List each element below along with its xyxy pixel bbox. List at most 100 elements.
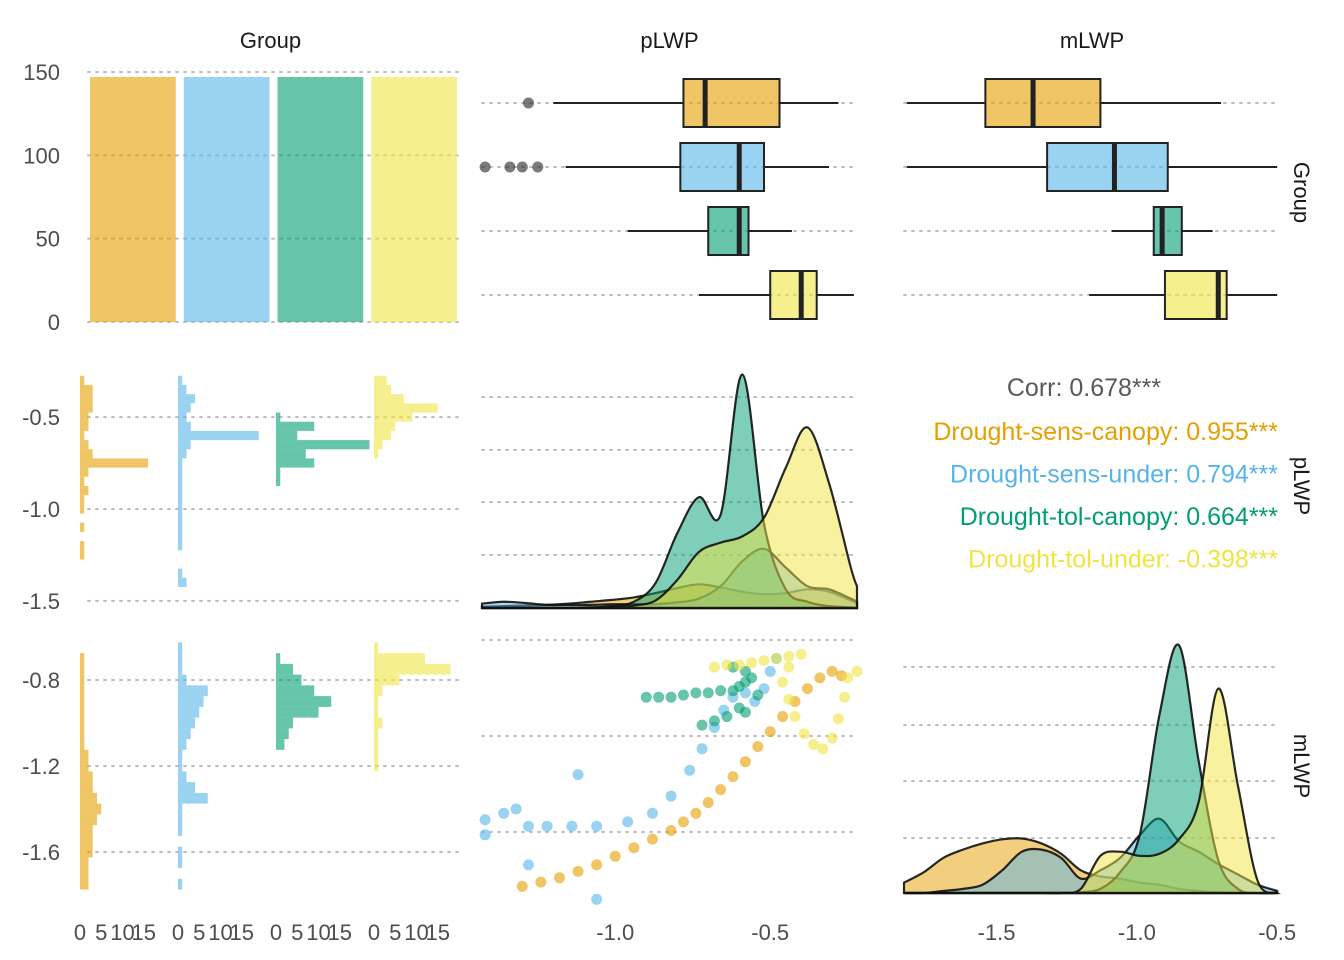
corr-group-label-drought-tol-canopy: Drought-tol-canopy: 0.664*** <box>960 503 1279 531</box>
hist-bar-mlwp <box>80 846 93 858</box>
hist-bar-plwp <box>178 430 259 441</box>
hist-bar-mlwp <box>178 825 183 836</box>
bar-drought-sens-canopy <box>90 77 176 322</box>
x-tick-label-count: 10 <box>110 920 134 945</box>
x-tick-label-count: 15 <box>426 920 450 945</box>
scatter-point-drought-sens-under <box>696 743 708 755</box>
density-mlwp-drought-tol-under <box>903 687 1282 895</box>
x-tick-label-mlwp: -1.0 <box>1118 920 1156 945</box>
hist-bar-plwp <box>178 384 187 395</box>
bar-drought-tol-canopy <box>277 77 364 322</box>
hist-bar-mlwp <box>178 814 183 826</box>
density-plwp-drought-tol-under <box>481 426 859 610</box>
hist-bar-plwp <box>80 504 85 514</box>
column-strip-label-mlwp: mLWP <box>1060 28 1124 53</box>
corr-group-label-drought-tol-under: Drought-tol-under: -0.398*** <box>968 546 1278 574</box>
hist-bar-plwp <box>178 458 183 468</box>
scatter-point-drought-sens-canopy <box>702 797 714 809</box>
y-tick-label-group: 0 <box>48 310 60 335</box>
hist-bar-mlwp <box>178 717 195 729</box>
scatter-point-drought-sens-canopy <box>739 756 751 768</box>
hist-bar-plwp <box>276 421 315 431</box>
hist-bar-mlwp <box>276 663 293 675</box>
x-tick-label-count: 15 <box>230 920 254 945</box>
hist-bar-plwp <box>178 467 183 477</box>
hist-bar-plwp <box>178 375 183 385</box>
hist-bar-plwp <box>80 394 93 404</box>
hist-bar-mlwp <box>178 771 187 783</box>
hist-bar-mlwp <box>374 653 425 664</box>
hist-bar-mlwp <box>178 674 187 686</box>
scatter-point-drought-tol-under <box>851 665 863 677</box>
hist-bar-plwp <box>276 440 370 450</box>
scatter-point-drought-tol-canopy <box>715 685 727 697</box>
outlier-point <box>516 161 528 173</box>
y-tick-label-group: 50 <box>36 227 60 252</box>
hist-bar-mlwp <box>80 706 85 718</box>
hist-bar-mlwp <box>374 728 379 740</box>
hist-bar-plwp <box>374 384 391 395</box>
scatter-point-drought-sens-under <box>479 814 491 826</box>
scatter-point-drought-tol-under <box>839 691 851 703</box>
x-tick-label-mlwp: -1.5 <box>978 920 1016 945</box>
hist-bar-mlwp <box>178 857 183 869</box>
hist-bar-mlwp <box>276 706 319 718</box>
scatter-point-drought-tol-under <box>746 657 758 669</box>
scatter-point-drought-sens-under <box>522 859 534 871</box>
scatter-point-drought-tol-under <box>783 661 795 673</box>
scatter-point-drought-sens-under <box>684 764 696 776</box>
hist-bar-plwp <box>178 403 191 413</box>
x-tick-label-count: 15 <box>328 920 352 945</box>
scatter-point-drought-tol-canopy <box>690 687 702 699</box>
y-tick-label-plwp: -1.0 <box>22 497 60 522</box>
bar-drought-tol-under <box>371 77 457 322</box>
hist-bar-mlwp <box>374 706 379 718</box>
hist-bar-mlwp <box>374 685 383 697</box>
hist-bar-plwp <box>80 430 85 441</box>
scatter-point-drought-tol-canopy <box>640 691 652 703</box>
hist-bar-plwp <box>276 430 298 441</box>
scatter-point-drought-tol-canopy <box>752 689 764 701</box>
scatter-point-drought-sens-canopy <box>690 807 702 819</box>
scatter-point-drought-sens-under <box>566 820 578 832</box>
x-tick-label-count: 5 <box>193 920 205 945</box>
corr-group-label-drought-sens-canopy: Drought-sens-canopy: 0.955*** <box>933 418 1278 446</box>
scatter-point-drought-tol-canopy <box>653 691 665 703</box>
hist-bar-mlwp <box>276 717 293 729</box>
hist-bar-mlwp <box>178 728 191 740</box>
hist-bar-mlwp <box>178 792 208 804</box>
scatter-point-drought-tol-under <box>798 728 810 740</box>
hist-bar-mlwp <box>178 739 187 750</box>
scatter-point-drought-tol-under <box>733 659 745 671</box>
scatter-point-drought-sens-canopy <box>665 825 677 836</box>
scatter-point-drought-tol-under <box>826 732 838 744</box>
scatter-point-drought-sens-under <box>591 893 603 905</box>
scatter-point-drought-tol-under <box>795 648 807 660</box>
hist-bar-mlwp <box>80 728 85 740</box>
hist-bar-mlwp <box>178 782 195 793</box>
scatter-point-drought-sens-canopy <box>777 711 789 723</box>
y-tick-label-mlwp: -1.2 <box>22 754 60 779</box>
hist-bar-plwp <box>374 449 379 459</box>
hist-bar-mlwp <box>80 739 85 750</box>
hist-bar-mlwp <box>276 728 289 740</box>
hist-bar-plwp <box>80 375 85 385</box>
scatter-point-drought-tol-under <box>770 653 782 664</box>
y-tick-label-plwp: -1.5 <box>22 589 60 614</box>
column-strip-label-plwp: pLWP <box>640 28 698 53</box>
hist-bar-plwp <box>276 476 281 486</box>
hist-bar-plwp <box>80 541 85 551</box>
scatter-point-drought-sens-canopy <box>535 876 547 888</box>
y-tick-label-mlwp: -0.8 <box>22 668 60 693</box>
hist-bar-plwp <box>178 522 183 532</box>
outlier-point <box>522 97 534 109</box>
box-mlwp-drought-tol-canopy <box>1152 206 1183 256</box>
hist-bar-plwp <box>374 421 396 431</box>
x-tick-label-count: 15 <box>132 920 156 945</box>
scatter-point-drought-sens-canopy <box>516 880 528 892</box>
hist-bar-mlwp <box>80 749 89 761</box>
hist-bar-plwp <box>80 384 93 395</box>
scatter-point-drought-tol-canopy <box>739 706 751 718</box>
hist-bar-plwp <box>374 403 438 413</box>
hist-bar-plwp <box>80 440 89 450</box>
